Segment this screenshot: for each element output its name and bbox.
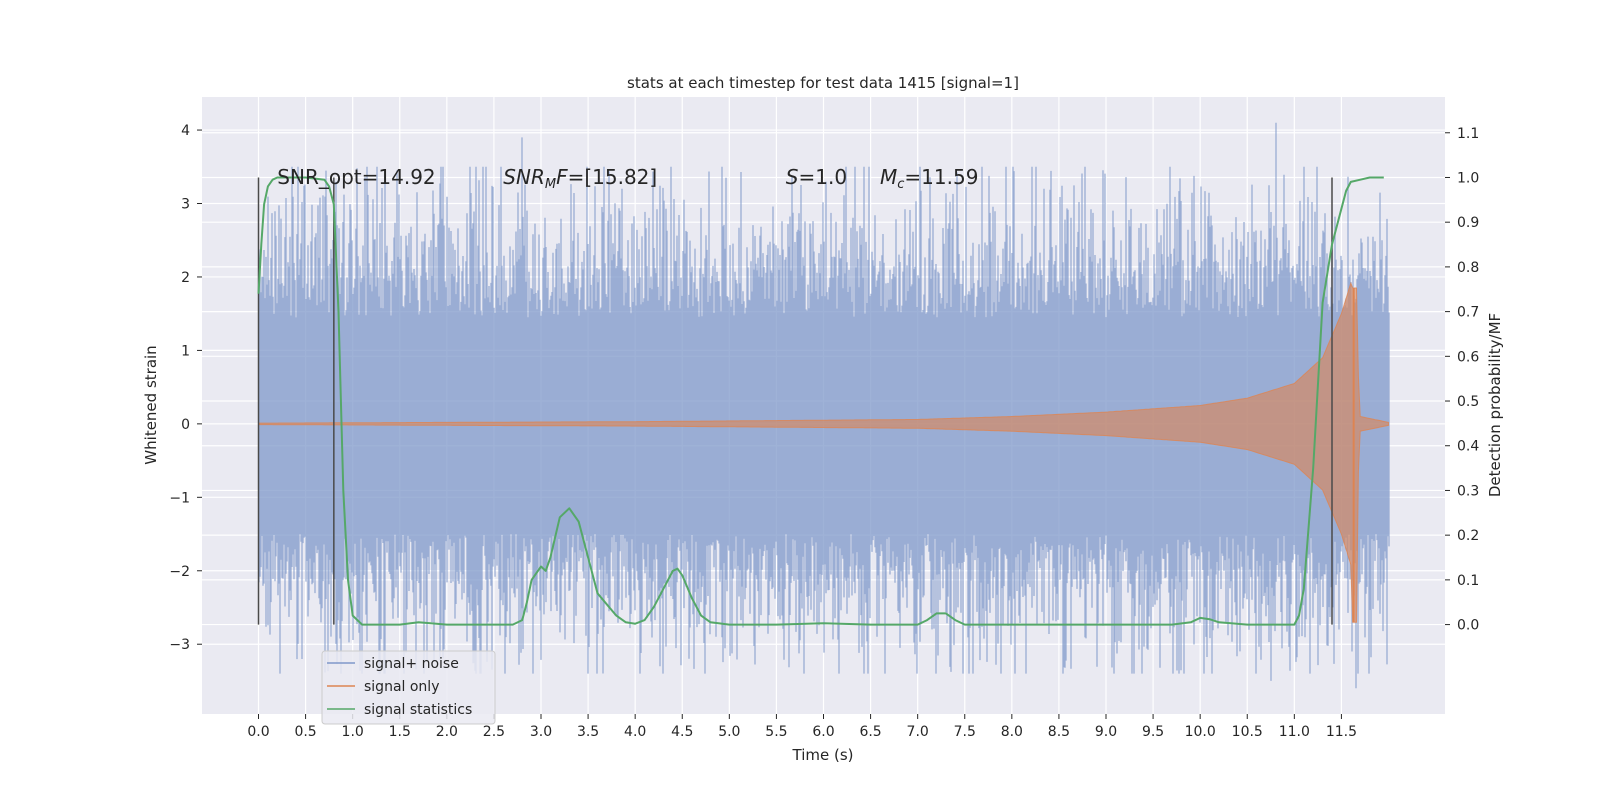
y2-tick-label: 0.1 [1457,573,1479,589]
annotation-s-rest: =1.0 [799,165,848,189]
x-tick-label: 11.5 [1326,724,1357,740]
annotation-snr-mf-f: F [556,165,568,189]
annotation-mc-value: Mc=11.59 [880,165,978,192]
x-tick-label: 10.0 [1185,724,1216,740]
x-tick-label: 7.0 [907,724,929,740]
y-tick-label: 2 [181,270,190,286]
y-axis-ticks: −3 −2 −1 0 1 2 3 4 [169,123,202,653]
x-tick-label: 2.0 [436,724,458,740]
x-tick-label: 8.0 [1001,724,1023,740]
y2-tick-label: 0.9 [1457,215,1479,231]
x-axis-ticks: 0.0 0.5 1.0 1.5 2.0 2.5 3.0 3.5 4.0 4.5 5.0 5.5 6.0 6… [247,714,1357,740]
x-tick-label: 11.0 [1279,724,1310,740]
legend-label-signal-noise: signal+ noise [364,656,459,672]
legend-label-signal-statistics: signal statistics [364,702,472,718]
x-tick-label: 3.0 [530,724,552,740]
legend-box [321,650,496,725]
annotation-mc-base: M [880,165,897,189]
annotation-snr-mf-base: SNR [503,165,545,189]
annotation-s-value: S=1.0 [786,165,847,189]
x-tick-label: 6.0 [812,724,834,740]
x-tick-label: 9.5 [1142,724,1164,740]
series-signal-only [258,281,1389,623]
vertical-markers [257,177,1333,625]
y-tick-label: −3 [169,637,190,653]
x-tick-label: 7.5 [954,724,976,740]
series-area-signal-only [258,281,1389,623]
y2-tick-label: 0.5 [1457,394,1479,410]
y2-tick-label: 0.0 [1457,618,1479,634]
y2-tick-label: 0.6 [1457,349,1479,365]
x-tick-label: 6.5 [859,724,881,740]
x-tick-label: 4.5 [671,724,693,740]
x-tick-label: 9.0 [1095,724,1117,740]
annotation-s-base: S [786,165,799,189]
y2-tick-label: 1.1 [1457,126,1479,142]
x-tick-label: 0.0 [247,724,269,740]
y-tick-label: 0 [181,417,190,433]
x-tick-label: 1.0 [342,724,364,740]
annotation-snr-mf-sub: M [545,177,556,192]
y2-tick-label: 0.8 [1457,260,1479,276]
y-tick-label: 4 [181,123,190,139]
series-line-signal-statistics [257,176,1384,626]
y2-tick-label: 0.4 [1457,439,1479,455]
x-tick-label: 5.5 [765,724,787,740]
x-tick-label: 4.0 [624,724,646,740]
annotation-mc-sub: c [897,177,904,192]
annotation-snr-opt: SNR_opt=14.92 [277,165,435,189]
annotation-snr-mf-rest: =[15.82] [568,165,658,189]
legend-label-signal-only: signal only [364,679,439,695]
x-tick-label: 3.5 [577,724,599,740]
x-tick-label: 0.5 [294,724,316,740]
annotation-snr-mf: SNRMF=[15.82] [503,165,657,192]
y-axis-label: Whitened strain [142,345,160,464]
x-tick-label: 10.5 [1232,724,1263,740]
x-tick-label: 5.0 [718,724,740,740]
y2-axis-label: Detection probability/MF [1486,313,1504,497]
y-tick-label: −2 [169,564,190,580]
x-tick-label: 8.5 [1048,724,1070,740]
y2-axis-ticks: 0.0 0.1 0.2 0.3 0.4 0.5 0.6 0.7 0.8 0.9 1.0 1.1 [1445,126,1479,634]
x-tick-label: 2.5 [483,724,505,740]
y2-tick-label: 1.0 [1457,170,1479,186]
y2-tick-label: 0.3 [1457,483,1479,499]
y-tick-label: 1 [181,343,190,359]
y2-tick-label: 0.7 [1457,305,1479,321]
annotation-mc-rest: =11.59 [904,165,978,189]
y-tick-label: 3 [181,197,190,213]
x-axis-label: Time (s) [792,746,854,764]
annotations: SNR_opt=14.92 SNRMF=[15.82] S=1.0 Mc=11.… [277,165,978,192]
legend: signal+ noise signal only signal statist… [321,650,496,725]
y-tick-label: −1 [169,490,190,506]
y2-tick-label: 0.2 [1457,528,1479,544]
chart-title: stats at each timestep for test data 141… [627,74,1019,92]
series-signal-statistics [257,176,1384,626]
x-tick-label: 1.5 [389,724,411,740]
